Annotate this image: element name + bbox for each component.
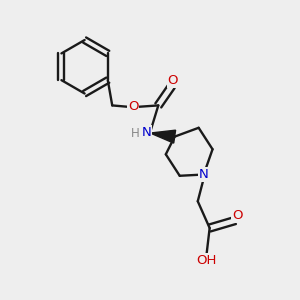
Text: OH: OH bbox=[196, 254, 217, 267]
Text: O: O bbox=[168, 74, 178, 87]
Text: H: H bbox=[131, 127, 140, 140]
Polygon shape bbox=[150, 130, 176, 143]
Text: N: N bbox=[199, 168, 208, 181]
Text: O: O bbox=[232, 209, 242, 222]
Text: N: N bbox=[142, 126, 151, 139]
Text: O: O bbox=[128, 100, 138, 113]
